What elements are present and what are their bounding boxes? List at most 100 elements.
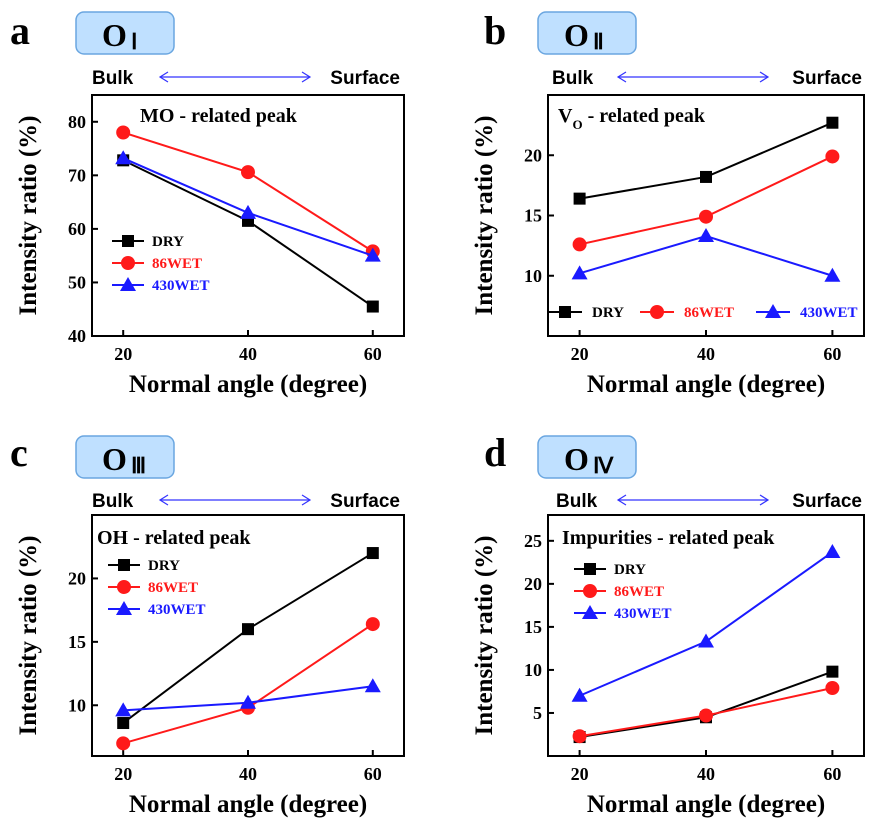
legend-marker [650, 305, 664, 319]
x-tick-label: 60 [823, 344, 841, 364]
badge-subscript: Ⅰ [131, 29, 138, 54]
arrow-head-left [616, 71, 627, 83]
y-tick-label: 15 [524, 206, 542, 226]
x-tick-label: 40 [239, 344, 257, 364]
x-axis-title: Normal angle (degree) [129, 791, 367, 818]
y-axis-title: Intensity ratio (%) [471, 116, 498, 316]
annotation-main: Impurities - related peak [562, 527, 775, 549]
legend: DRY 86WET 430WET [112, 234, 210, 294]
legend: DRY 86WET 430WET [108, 558, 206, 618]
legend-marker [583, 584, 597, 598]
y-tick-label: 70 [68, 165, 86, 185]
data-point-430WET [571, 265, 588, 280]
surface-label: Surface [792, 491, 862, 512]
arrow-head-right [759, 71, 770, 83]
data-point-DRY [826, 665, 839, 678]
annotation-main: MO - related peak [140, 105, 298, 127]
annotation-main: OH - related peak [97, 527, 251, 549]
panel-d: d O Ⅳ Bulk Surface 20 40 60 5 10 15 20 25 Normal angl… [471, 430, 865, 818]
y-tick-label: 10 [68, 695, 86, 715]
series-line-86WET [122, 623, 374, 745]
panel-letter: d [484, 430, 506, 475]
badge-base: O [102, 441, 127, 477]
legend-marker [121, 256, 135, 270]
legend-label: 86WET [152, 256, 202, 272]
data-point-430WET [115, 150, 132, 165]
legend-marker [117, 580, 131, 594]
badge-base: O [564, 441, 589, 477]
surface-label: Surface [792, 68, 862, 89]
x-tick-label: 20 [571, 764, 589, 784]
panel-c: c O Ⅲ Bulk Surface 20 40 60 10 15 20 Normal angle (… [10, 430, 405, 818]
badge-subscript: Ⅳ [593, 453, 614, 478]
data-point-86WET [699, 209, 713, 224]
data-point-430WET [571, 687, 588, 702]
data-point-430WET [240, 694, 256, 709]
legend-label: DRY [152, 234, 184, 250]
arrow-head-left [158, 494, 169, 506]
legend-marker [116, 601, 132, 615]
y-tick-label: 20 [68, 568, 86, 588]
legend-marker [582, 605, 598, 619]
x-axis-title: Normal angle (degree) [587, 791, 825, 818]
surface-label: Surface [330, 491, 400, 512]
legend-label: 430WET [614, 606, 672, 622]
data-point-DRY [242, 623, 254, 636]
data-point-86WET [825, 149, 840, 164]
legend: DRY 86WET 430WET [548, 304, 858, 321]
data-point-430WET [115, 702, 132, 717]
legend-label: 86WET [684, 305, 734, 321]
arrow-head-left [158, 71, 169, 83]
badge-subscript: Ⅱ [593, 29, 604, 54]
y-tick-label: 15 [68, 632, 86, 652]
x-tick-label: 20 [114, 764, 132, 784]
data-point-86WET [572, 237, 587, 252]
bulk-label: Bulk [92, 68, 134, 89]
y-tick-label: 15 [524, 617, 542, 637]
y-tick-label: 50 [68, 272, 86, 292]
legend: DRY 86WET 430WET [574, 562, 672, 622]
peak-annotation: OH - related peak [97, 527, 251, 549]
y-tick-label: 25 [524, 531, 542, 551]
x-tick-label: 20 [571, 344, 589, 364]
bulk-label: Bulk [552, 68, 594, 89]
surface-label: Surface [330, 68, 400, 89]
x-tick-label: 20 [114, 344, 132, 364]
y-tick-label: 20 [524, 145, 542, 165]
x-tick-label: 60 [364, 764, 382, 784]
data-point-430WET [824, 267, 841, 282]
legend-label: 430WET [152, 278, 210, 294]
annotation-main: V [558, 105, 573, 127]
legend-marker [584, 563, 596, 575]
badge [537, 11, 637, 55]
data-point-DRY [366, 300, 379, 313]
data-point-86WET [365, 617, 380, 632]
panel-letter: a [10, 8, 30, 53]
badge-base: O [564, 17, 589, 53]
badge [75, 435, 175, 479]
arrow-head-right [301, 494, 312, 506]
legend-label: 86WET [614, 584, 664, 600]
badge-subscript: Ⅲ [131, 453, 146, 478]
data-point-DRY [366, 547, 379, 560]
data-point-430WET [240, 204, 256, 219]
peak-annotation: MO - related peak [140, 105, 298, 127]
data-point-430WET [364, 678, 381, 693]
x-tick-label: 60 [823, 764, 841, 784]
peak-annotation: VO - related peak [558, 105, 706, 132]
legend-marker [122, 235, 134, 247]
x-tick-label: 60 [364, 344, 382, 364]
y-axis-title: Intensity ratio (%) [15, 536, 42, 736]
legend-marker [120, 277, 136, 291]
legend-marker [765, 304, 781, 318]
badge [75, 11, 175, 55]
x-axis-title: Normal angle (degree) [587, 371, 825, 398]
series-line-DRY [579, 121, 833, 200]
legend-label: DRY [592, 305, 624, 321]
bulk-label: Bulk [556, 491, 598, 512]
legend-label: DRY [614, 562, 646, 578]
panel-a: a O Ⅰ Bulk Surface 20 40 60 40 50 60 70 80 Normal ang… [10, 8, 405, 398]
data-point-86WET [116, 125, 131, 140]
